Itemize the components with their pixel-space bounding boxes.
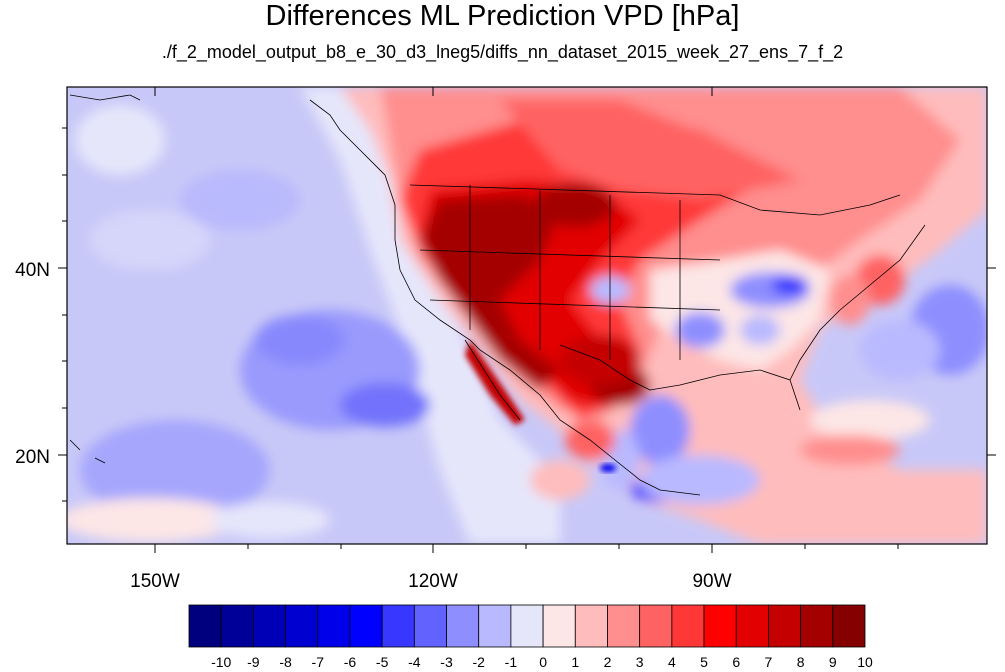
colorbar-label: 0 [539,654,547,670]
colorbar-label: -6 [344,654,357,670]
colorbar-label: -4 [408,654,421,670]
lat-label-20n: 20N [15,447,50,468]
colorbar-label: 9 [829,654,837,670]
colorbar-swatch [317,604,351,648]
colorbar-swatch [413,604,447,648]
colorbar-swatch [510,604,544,648]
colorbar-swatch [832,604,866,648]
colorbar-swatch [188,604,222,648]
map-title: Differences ML Prediction VPD [hPa] [265,0,740,32]
lon-label-120w: 120W [408,571,458,592]
colorbar-label: 1 [571,654,579,670]
colorbar-swatch [607,604,641,648]
colorbar-swatch [252,604,286,648]
lat-label-40n: 40N [15,260,50,281]
colorbar-swatch [478,604,512,648]
colorbar-swatch [285,604,319,648]
colorbar-label: -7 [312,654,325,670]
colorbar-label: 5 [700,654,708,670]
colorbar-label: 3 [636,654,644,670]
colorbar-swatch [768,604,802,648]
colorbar-swatch [671,604,705,648]
lon-label-150w: 150W [130,571,180,592]
colorbar-label: 10 [857,654,873,670]
colorbar-label: -3 [440,654,453,670]
colorbar-swatch [735,604,769,648]
colorbar-label: -8 [279,654,292,670]
colorbar-swatch [542,604,576,648]
colorbar-label: 2 [604,654,612,670]
colorbar-swatch [220,604,254,648]
colorbar-label: -2 [472,654,485,670]
colorbar-label: 7 [765,654,773,670]
axis-ticks [58,87,996,553]
lon-label-90w: 90W [692,571,731,592]
colorbar-swatch [381,604,415,648]
colorbar-label: -5 [376,654,389,670]
colorbar-swatch [703,604,737,648]
colorbar-swatch [800,604,834,648]
coastlines [69,94,926,496]
colorbar-label: -1 [505,654,518,670]
colorbar: -10 -9 -8 -7 -6 -5 -4 -3 -2 -1 0 1 2 3 4 5 6 7 8 9 10 [188,604,873,670]
colorbar-swatch [639,604,673,648]
colorbar-swatch [349,604,383,648]
colorbar-label: 8 [797,654,805,670]
vpd-difference-field [67,87,987,544]
map-subtitle: ./f_2_model_output_b8_e_30_d3_lneg5/diff… [161,42,844,62]
colorbar-label: -10 [211,654,231,670]
colorbar-label: -9 [247,654,260,670]
colorbar-label: 6 [732,654,740,670]
colorbar-swatch [446,604,480,648]
colorbar-swatch [574,604,608,648]
colorbar-label: 4 [668,654,676,670]
